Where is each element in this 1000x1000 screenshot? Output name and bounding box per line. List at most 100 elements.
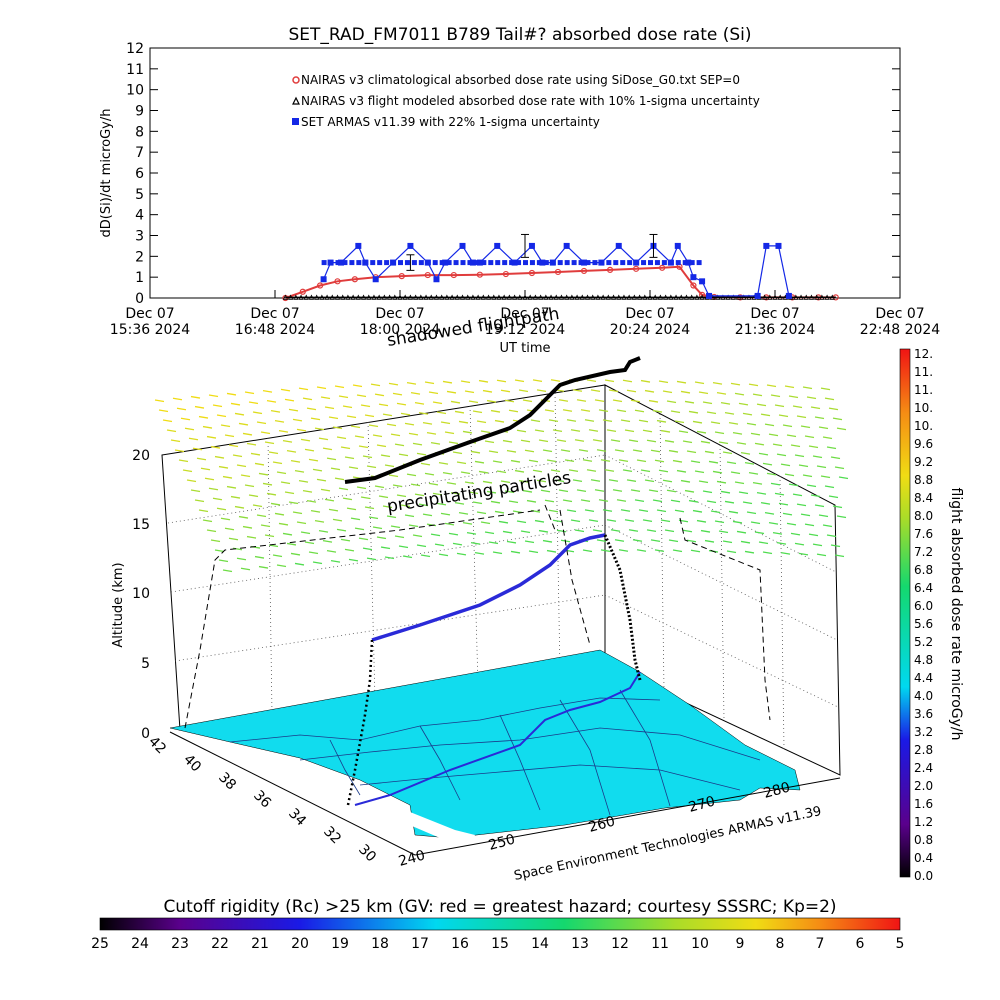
particle [442, 471, 453, 475]
particle [522, 489, 533, 493]
particle [234, 412, 245, 416]
data-point-nairas-flight [584, 294, 591, 300]
particle [312, 468, 323, 472]
particle [732, 520, 743, 524]
particle [258, 565, 269, 569]
particle [736, 441, 747, 445]
particle [762, 462, 773, 466]
flight-path [371, 533, 606, 642]
particle [610, 439, 621, 442]
dose-tick-label: 1.6 [914, 797, 933, 811]
particle [222, 569, 233, 573]
particle [220, 517, 231, 521]
particle [816, 465, 827, 469]
data-point-armas [563, 242, 570, 249]
data-point-nairas-flight [746, 294, 752, 300]
particle [760, 413, 771, 417]
particle [270, 409, 281, 413]
data-point-armas [775, 242, 782, 249]
x-tick-label-date: Dec 07 [500, 306, 549, 322]
particle [320, 396, 331, 400]
particle [314, 427, 325, 431]
data-point-nairas-flight [480, 294, 486, 300]
particle [656, 419, 667, 423]
particle [488, 450, 499, 454]
particle [484, 440, 495, 444]
particle [278, 429, 289, 433]
particle [206, 435, 217, 439]
particle [424, 381, 435, 385]
dose-tick-label: 8.4 [914, 491, 933, 505]
particle [650, 449, 661, 453]
particle [308, 551, 319, 555]
particle [300, 531, 311, 535]
particle [424, 472, 435, 476]
data-point-nairas-flight [475, 294, 481, 300]
particle [296, 521, 307, 525]
data-point-nairas-flight [506, 294, 513, 300]
particle [248, 401, 259, 405]
dose-tick-label: 2.0 [914, 779, 933, 793]
particle [566, 509, 577, 513]
x-tick-label-time: 18:00 2024 [360, 322, 441, 338]
particle [366, 465, 377, 469]
x-tick-label-date: Dec 07 [625, 306, 674, 322]
particle [582, 459, 593, 462]
particle [260, 524, 271, 528]
data-point-armas [654, 260, 660, 266]
data-point-nairas-flight [407, 294, 414, 300]
data-point-nairas-climatological [659, 264, 666, 271]
particle [562, 409, 573, 412]
particle [288, 408, 299, 412]
particle [692, 509, 703, 513]
particle [426, 431, 437, 435]
particle [680, 479, 691, 483]
particle [688, 410, 699, 414]
particle [420, 554, 431, 558]
data-point-nairas-flight [829, 294, 835, 300]
particle [484, 531, 495, 535]
particle [390, 433, 401, 437]
dose-colorbar [899, 348, 911, 878]
particle [358, 445, 369, 449]
data-point-nairas-flight [793, 294, 799, 300]
particle [590, 479, 601, 482]
data-point-nairas-flight [798, 294, 804, 300]
particle [264, 534, 275, 538]
particle [526, 499, 537, 503]
particle [436, 502, 447, 506]
particle [604, 379, 615, 383]
particle [438, 553, 449, 557]
particle [298, 479, 309, 483]
particle [790, 532, 801, 536]
data-point-nairas-flight [725, 294, 731, 300]
particle [384, 556, 395, 560]
dose-tick-label: 3.2 [914, 725, 933, 739]
particle [704, 450, 715, 454]
particle [828, 495, 839, 499]
particle [454, 501, 465, 505]
data-point-nairas-flight [735, 294, 742, 300]
particle [440, 421, 451, 425]
particle [794, 542, 805, 546]
particle [508, 409, 519, 413]
particle [596, 539, 607, 542]
particle [820, 475, 831, 479]
particle [368, 516, 379, 520]
data-point-armas [495, 260, 501, 266]
particle [794, 454, 805, 458]
x-tick-label-date: Dec 07 [125, 306, 174, 322]
particle [440, 512, 451, 516]
particle [260, 431, 271, 435]
data-point-nairas-climatological [299, 288, 306, 295]
particle [482, 389, 493, 393]
chart-title: SET_RAD_FM7011 B789 Tail#? absorbed dose… [288, 25, 751, 45]
particle [754, 531, 765, 535]
particle [618, 549, 629, 552]
particle [316, 386, 327, 390]
particle [502, 439, 513, 443]
particle [666, 489, 677, 493]
particle [428, 482, 439, 486]
particle [538, 439, 549, 443]
particle [702, 401, 713, 405]
